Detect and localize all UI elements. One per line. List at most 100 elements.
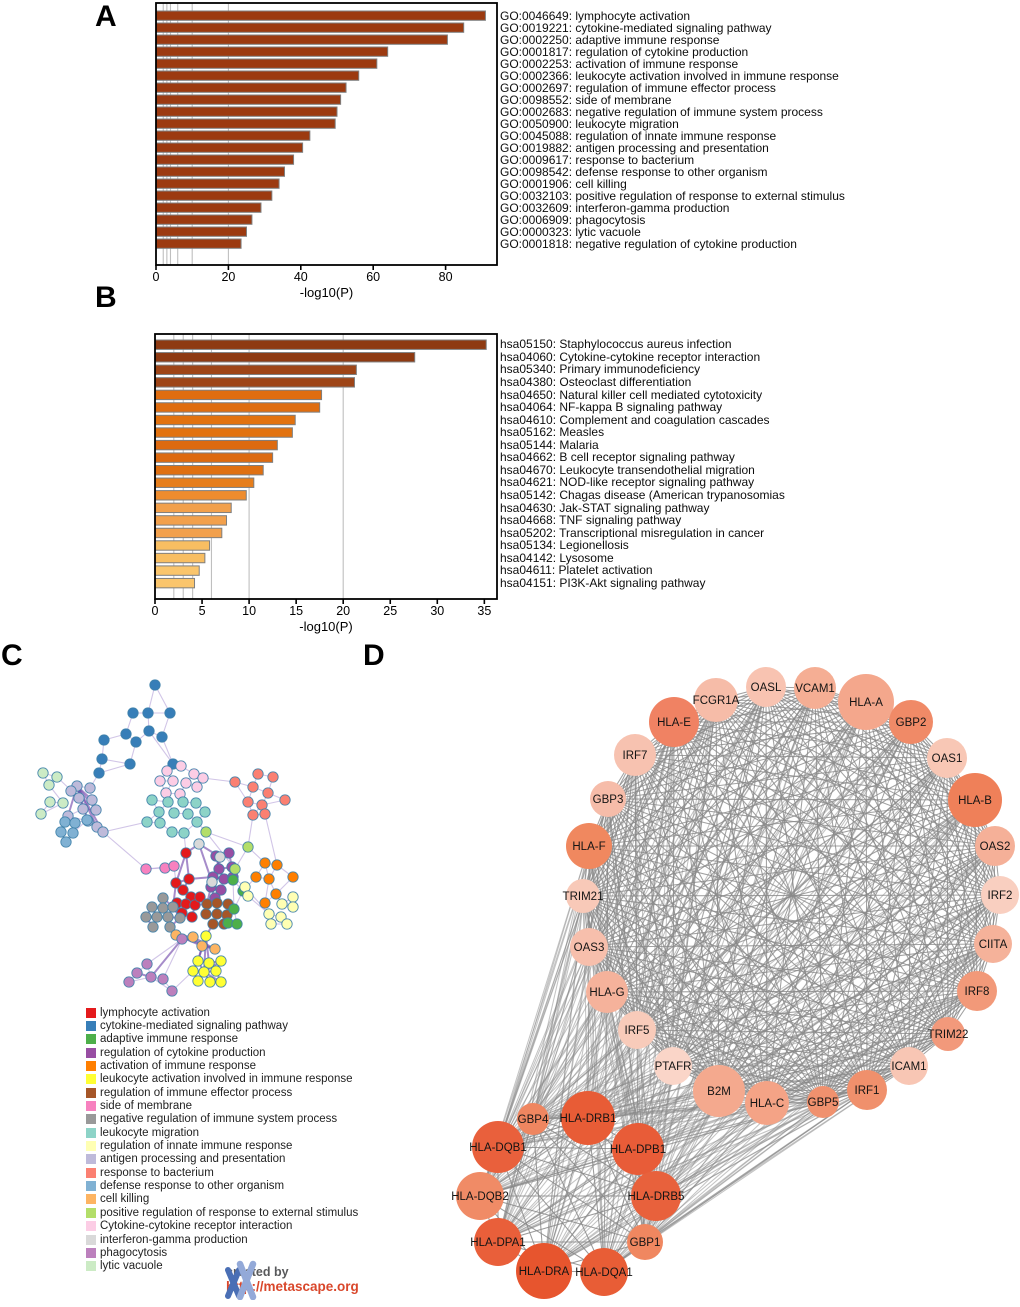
network-edge [976, 845, 996, 992]
network-node [267, 771, 279, 783]
network-node [177, 796, 189, 808]
network-node [203, 957, 215, 969]
gene-node [693, 1065, 745, 1117]
network-edge [603, 798, 609, 1273]
network-edge [607, 687, 816, 800]
network-node [281, 918, 293, 930]
network-node [164, 921, 176, 933]
network-node [65, 785, 77, 797]
network-edge [479, 721, 912, 1197]
network-edge [673, 721, 996, 847]
network-edge [715, 699, 1001, 896]
go-term-label: GO:0001906: cell killing [500, 176, 627, 191]
go-term-label: GO:0002250: adaptive immune response [500, 32, 720, 47]
network-node [146, 901, 158, 913]
bar [155, 118, 336, 129]
bar [154, 339, 487, 350]
network-edge [634, 754, 639, 1150]
gene-node [649, 697, 699, 747]
network-edge [543, 799, 976, 1272]
legend-swatch [86, 1034, 96, 1045]
gene-node-label: HLA-DQB2 [451, 1191, 509, 1203]
x-glyph-left [225, 1267, 242, 1300]
gene-node [838, 674, 894, 730]
network-edge [497, 686, 767, 1243]
axis-tick-label: 15 [289, 604, 303, 618]
network-node [146, 794, 158, 806]
gene-node [931, 1017, 965, 1051]
network-node [151, 911, 163, 923]
go-term-label: GO:0000323: lytic vacuole [500, 224, 641, 239]
network-edge [603, 699, 717, 1273]
network-edge [497, 721, 675, 1243]
legend-item: adaptive immune response [86, 1033, 358, 1046]
network-node [164, 707, 176, 719]
network-node [130, 736, 142, 748]
network-node [228, 903, 240, 915]
network-node [35, 808, 47, 820]
network-node [200, 930, 212, 942]
go-term-label: GO:0006909: phagocytosis [500, 212, 646, 227]
bar [154, 439, 278, 451]
network-node [271, 859, 283, 871]
legend-swatch [86, 1207, 96, 1218]
network-edge [637, 990, 978, 1150]
gene-node [618, 1011, 656, 1049]
network-edge [636, 845, 996, 1031]
network-edge [673, 721, 948, 759]
kegg-pathway-label: hsa05150: Staphylococcus aureus infectio… [500, 337, 732, 352]
kegg-pathway-label: hsa05340: Primary immunodeficiency [500, 362, 701, 377]
network-edge [587, 754, 636, 1119]
gene-node [975, 826, 1015, 866]
network-node [96, 753, 108, 765]
gene-node-label: HLA-DRB5 [628, 1191, 685, 1203]
network-edge [497, 894, 1001, 1243]
network-edge [543, 701, 867, 1272]
network-node [98, 734, 110, 746]
gene-node-label: HLA-DRA [519, 1266, 570, 1278]
network-edge [637, 721, 675, 1150]
network-node [199, 806, 211, 818]
gene-node-label: OASL [751, 682, 782, 694]
gene-node [566, 823, 612, 869]
go-term-label: GO:0002683: negative regulation of immun… [500, 104, 823, 119]
network-edge [634, 686, 767, 756]
network-edge [634, 754, 674, 1067]
network-node [140, 863, 152, 875]
kegg-pathway-label: hsa04380: Osteoclast differentiation [500, 375, 692, 390]
bar [154, 427, 293, 438]
network-node [247, 781, 259, 793]
kegg-pathway-label: hsa05142: Chagas disease (American trypa… [500, 487, 785, 502]
network-edge [497, 701, 867, 1148]
gene-node [566, 879, 600, 913]
network-edge [497, 799, 976, 1243]
go-term-label: GO:0098552: side of membrane [500, 92, 672, 107]
network-node [265, 918, 277, 930]
legend-label: cell killing [100, 1193, 150, 1206]
network-edge [146, 938, 183, 965]
network-edge [264, 813, 278, 866]
go-term-label: GO:0001818: negative regulation of cytok… [500, 236, 797, 251]
bar [155, 106, 338, 117]
legend-swatch [86, 1221, 96, 1232]
legend-label: adaptive immune response [100, 1033, 239, 1046]
network-node [176, 933, 188, 945]
logo-url-text[interactable]: http://metascape.org [226, 1278, 359, 1294]
network-node [192, 975, 204, 987]
network-node [77, 803, 89, 815]
bar [154, 502, 232, 514]
network-edge [497, 686, 767, 1148]
go-enrichment-bar-chart: 0 20 40 60 80 -log10(P) [153, 2, 498, 300]
legend-label: side of membrane [100, 1100, 193, 1113]
network-node [201, 898, 213, 910]
kegg-pathway-label: hsa04662: B cell receptor signaling path… [500, 450, 735, 465]
network-node [167, 901, 179, 913]
axis-tick-label: 40 [294, 270, 308, 284]
gene-node-label: ICAM1 [891, 1061, 926, 1073]
go-term-label: GO:0001817: regulation of cytokine produ… [500, 44, 749, 59]
legend-label: leukocyte activation involved in immune … [100, 1073, 353, 1086]
gene-node-label: HLA-DPA1 [470, 1237, 525, 1249]
panel-a-letter: A [95, 0, 117, 33]
bar [154, 377, 355, 388]
network-node [127, 707, 139, 719]
